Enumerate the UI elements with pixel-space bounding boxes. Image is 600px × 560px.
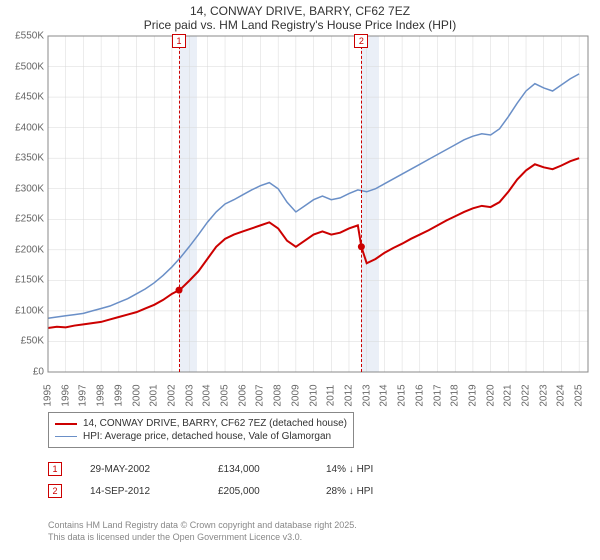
sale-vline (361, 36, 362, 372)
ytick-label: £300K (0, 183, 44, 194)
xtick-label: 2000 (131, 384, 142, 406)
legend-label: HPI: Average price, detached house, Vale… (83, 431, 331, 442)
legend-item: HPI: Average price, detached house, Vale… (55, 430, 347, 443)
sale-date: 29-MAY-2002 (90, 464, 190, 475)
ytick-label: £450K (0, 92, 44, 103)
xtick-label: 2020 (485, 384, 496, 406)
attribution: Contains HM Land Registry data © Crown c… (48, 520, 357, 543)
xtick-label: 2025 (574, 384, 585, 406)
sale-delta: 14% ↓ HPI (326, 464, 373, 475)
ytick-label: £400K (0, 122, 44, 133)
sales-table-row: 1 29-MAY-2002 £134,000 14% ↓ HPI (48, 458, 373, 480)
chart-plot-area: 12 (48, 36, 588, 372)
xtick-label: 2003 (184, 384, 195, 406)
xtick-label: 2010 (308, 384, 319, 406)
sales-table-row: 2 14-SEP-2012 £205,000 28% ↓ HPI (48, 480, 373, 502)
legend-label: 14, CONWAY DRIVE, BARRY, CF62 7EZ (detac… (83, 418, 347, 429)
xtick-label: 1998 (96, 384, 107, 406)
sale-marker-box: 1 (48, 462, 62, 476)
attribution-line2: This data is licensed under the Open Gov… (48, 532, 357, 544)
xtick-label: 2011 (326, 385, 337, 407)
xtick-label: 2015 (397, 384, 408, 406)
xtick-label: 2012 (343, 384, 354, 406)
sale-price: £205,000 (218, 486, 298, 497)
xtick-label: 2006 (237, 384, 248, 406)
xtick-label: 2021 (503, 384, 514, 406)
xtick-label: 2016 (414, 384, 425, 406)
xtick-label: 2013 (361, 384, 372, 406)
xtick-label: 2017 (432, 384, 443, 406)
xtick-label: 2024 (556, 384, 567, 406)
xtick-label: 1999 (113, 384, 124, 406)
xtick-label: 2004 (202, 384, 213, 406)
sales-table: 1 29-MAY-2002 £134,000 14% ↓ HPI 2 14-SEP-201… (48, 458, 373, 502)
attribution-line1: Contains HM Land Registry data © Crown c… (48, 520, 357, 532)
xtick-label: 2022 (521, 384, 532, 406)
xtick-label: 2014 (379, 384, 390, 406)
xtick-label: 2005 (220, 384, 231, 406)
xtick-label: 1996 (60, 384, 71, 406)
xtick-label: 1995 (43, 384, 54, 406)
sale-date: 14-SEP-2012 (90, 486, 190, 497)
xtick-label: 2002 (166, 384, 177, 406)
xtick-label: 2009 (290, 384, 301, 406)
xtick-label: 2023 (538, 384, 549, 406)
ytick-label: £100K (0, 305, 44, 316)
ytick-label: £0 (0, 367, 44, 378)
sale-delta: 28% ↓ HPI (326, 486, 373, 497)
sale-callout: 1 (172, 34, 186, 48)
sale-vline (179, 36, 180, 372)
xtick-label: 1997 (78, 384, 89, 406)
xtick-label: 2018 (450, 384, 461, 406)
sale-price: £134,000 (218, 464, 298, 475)
ytick-label: £500K (0, 61, 44, 72)
xtick-label: 2019 (467, 384, 478, 406)
page-title-line1: 14, CONWAY DRIVE, BARRY, CF62 7EZ (0, 4, 600, 18)
sale-callout: 2 (354, 34, 368, 48)
legend-item: 14, CONWAY DRIVE, BARRY, CF62 7EZ (detac… (55, 417, 347, 430)
ytick-label: £350K (0, 153, 44, 164)
ytick-label: £150K (0, 275, 44, 286)
xtick-label: 2001 (149, 384, 160, 406)
ytick-label: £550K (0, 31, 44, 42)
page-title-line2: Price paid vs. HM Land Registry's House … (0, 18, 600, 32)
legend-swatch (55, 436, 77, 437)
ytick-label: £200K (0, 244, 44, 255)
sale-marker-box: 2 (48, 484, 62, 498)
legend-swatch (55, 423, 77, 425)
ytick-label: £50K (0, 336, 44, 347)
ytick-label: £250K (0, 214, 44, 225)
legend: 14, CONWAY DRIVE, BARRY, CF62 7EZ (detac… (48, 412, 354, 448)
xtick-label: 2007 (255, 384, 266, 406)
xtick-label: 2008 (273, 384, 284, 406)
chart-svg (48, 36, 588, 372)
